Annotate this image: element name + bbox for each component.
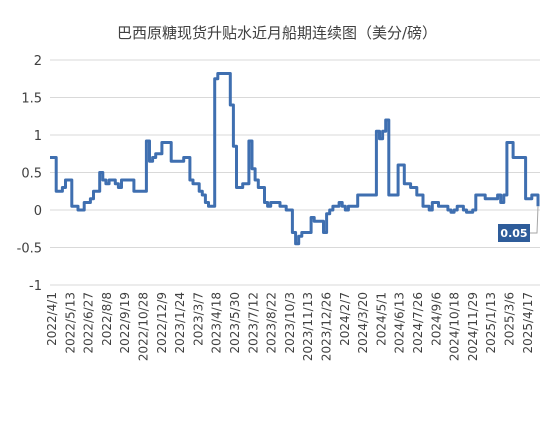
x-tick-label: 2023/3/7 (191, 292, 205, 346)
x-tick-label: 2023/7/12 (246, 292, 260, 354)
x-tick-label: 2024/11/29 (466, 292, 480, 361)
x-tick-label: 2022/6/27 (82, 292, 96, 354)
y-tick-label: 0.5 (21, 167, 42, 182)
x-tick-label: 2024/6/13 (393, 292, 407, 354)
x-tick-label: 2022/5/13 (63, 292, 77, 354)
x-tick-label: 2023/5/30 (228, 292, 242, 354)
y-tick-label: 1.5 (21, 92, 42, 107)
series-line (50, 72, 540, 246)
x-tick-label: 2023/1/24 (173, 292, 187, 354)
x-tick-label: 2024/3/20 (356, 292, 370, 354)
x-tick-label: 2022/9/19 (118, 292, 132, 354)
x-tick-label: 2023/4/18 (210, 292, 224, 354)
x-tick-label: 2024/7/26 (411, 292, 425, 354)
x-tick-label: 2022/4/1 (45, 292, 59, 346)
x-tick-label: 2023/8/22 (265, 292, 279, 354)
last-value-label: 0.05 (498, 206, 539, 242)
x-tick-label: 2023/12/26 (320, 292, 334, 361)
y-tick-label: -0.5 (17, 242, 42, 257)
x-axis: 2022/4/1 2022/5/13 2022/6/27 2022/8/8 2022/9… (45, 292, 535, 361)
x-tick-label: 2023/10/3 (283, 292, 297, 354)
x-tick-label: 2025/4/17 (521, 292, 535, 354)
x-tick-label: 2024/2/7 (338, 292, 352, 346)
x-tick-label: 2022/12/9 (155, 292, 169, 354)
y-tick-label: 0 (34, 204, 42, 219)
x-tick-label: 2024/9/6 (429, 292, 443, 346)
chart-title: 巴西原糖现货升贴水近月船期连续图（美分/磅） (116, 24, 438, 42)
gridlines (50, 59, 540, 286)
x-tick-label: 2024/5/1 (374, 292, 388, 346)
data-label-leader (530, 206, 539, 234)
x-tick-label: 2023/11/13 (301, 292, 315, 361)
y-tick-label: 1 (34, 129, 42, 144)
y-tick-label: 2 (34, 54, 42, 69)
data-label: 0.05 (500, 227, 527, 240)
x-tick-label: 2024/10/18 (448, 292, 462, 361)
x-tick-label: 2025/3/6 (503, 292, 517, 346)
y-tick-label: -1 (29, 279, 42, 294)
x-tick-label: 2022/10/28 (137, 292, 151, 361)
data-label-box (498, 224, 530, 242)
y-axis: 2 1.5 1 0.5 0 -0.5 -1 (17, 54, 42, 294)
x-tick-label: 2022/8/8 (100, 292, 114, 346)
x-tick-label: 2025/1/13 (484, 292, 498, 354)
